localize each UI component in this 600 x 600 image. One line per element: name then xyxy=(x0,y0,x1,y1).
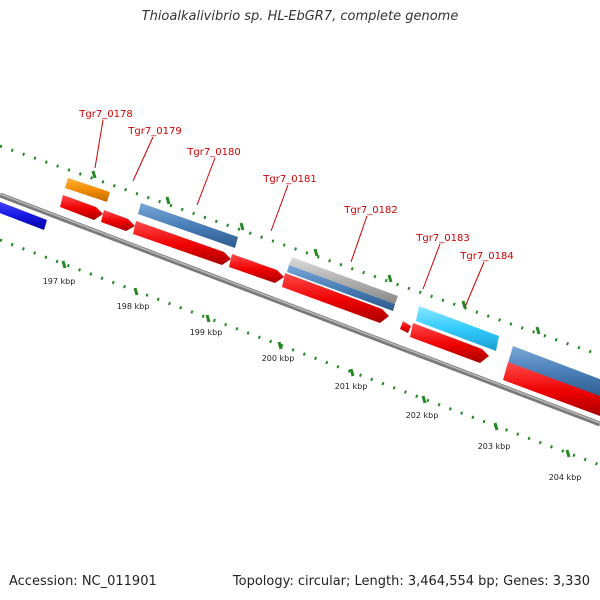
gc-tick xyxy=(205,314,211,323)
tick-label-201-kbp: 201 kbp xyxy=(335,382,368,391)
gene-label-tgr7-0179[interactable]: Tgr7_0179 xyxy=(127,126,181,137)
blast-hit-blue[interactable] xyxy=(508,346,600,398)
gene-labels: Tgr7_0178 Tgr7_0179 Tgr7_0180 Tgr7_0181 … xyxy=(78,109,513,262)
gc-tick xyxy=(387,274,393,283)
cds-arrow[interactable] xyxy=(503,362,600,416)
cds-track xyxy=(60,195,600,416)
blast-hit-cyan[interactable] xyxy=(416,306,499,351)
gc-tick xyxy=(313,248,319,257)
gc-tick xyxy=(493,422,499,431)
gc-tick xyxy=(349,368,355,377)
cds-arrow[interactable] xyxy=(133,221,231,265)
blast-hit-blue[interactable] xyxy=(287,265,395,311)
gc-tick xyxy=(277,341,283,350)
gc-tick xyxy=(535,326,541,335)
accession-text: Accession: NC_011901 xyxy=(9,574,157,589)
genome-backbone xyxy=(0,192,600,427)
cds-arrow[interactable] xyxy=(60,195,103,220)
blast-hit-gray[interactable] xyxy=(289,257,398,304)
gc-tick xyxy=(421,395,427,404)
gene-label-tgr7-0180[interactable]: Tgr7_0180 xyxy=(186,147,240,158)
gc-content-inner-track xyxy=(0,238,600,467)
gc-tick xyxy=(461,300,467,309)
gene-label-tgr7-0181[interactable]: Tgr7_0181 xyxy=(262,174,316,185)
blast-hit-ring xyxy=(0,178,600,398)
cds-arrow[interactable] xyxy=(229,254,284,283)
blast-hit-bright-blue[interactable] xyxy=(0,200,47,230)
tick-label-203-kbp: 203 kbp xyxy=(478,442,511,451)
gene-label-tgr7-0184[interactable]: Tgr7_0184 xyxy=(459,251,513,262)
gene-label-tgr7-0183[interactable]: Tgr7_0183 xyxy=(415,233,469,244)
cds-arrow[interactable] xyxy=(282,273,389,323)
tick-label-198-kbp: 198 kbp xyxy=(117,302,150,311)
gc-tick xyxy=(133,287,139,296)
gc-tick xyxy=(91,170,97,179)
tick-label-200-kbp: 200 kbp xyxy=(262,354,295,363)
blast-hit-orange[interactable] xyxy=(65,178,110,202)
genome-stats-text: Topology: circular; Length: 3,464,554 bp… xyxy=(232,574,590,589)
tick-label-202-kbp: 202 kbp xyxy=(406,411,439,420)
cds-arrow[interactable] xyxy=(400,321,411,333)
gc-tick xyxy=(165,196,171,205)
position-tick-labels: 197 kbp 198 kbp 199 kbp 200 kbp 201 kbp … xyxy=(43,277,582,482)
gc-tick xyxy=(239,222,245,231)
gc-tick xyxy=(61,260,67,269)
cds-arrow[interactable] xyxy=(101,210,135,231)
gene-label-tgr7-0178[interactable]: Tgr7_0178 xyxy=(78,109,132,120)
tick-label-197-kbp: 197 kbp xyxy=(43,277,76,286)
blast-hit-blue[interactable] xyxy=(138,203,238,248)
gc-tick xyxy=(565,449,571,458)
gene-label-tgr7-0182[interactable]: Tgr7_0182 xyxy=(343,205,397,216)
gene-label-leaders xyxy=(94,119,485,308)
map-title: Thioalkalivibrio sp. HL-EbGR7, complete … xyxy=(141,9,459,24)
cds-arrow[interactable] xyxy=(410,323,489,363)
tick-label-204-kbp: 204 kbp xyxy=(549,473,582,482)
tick-label-199-kbp: 199 kbp xyxy=(190,328,223,337)
gc-skew-outer-track xyxy=(0,144,600,357)
